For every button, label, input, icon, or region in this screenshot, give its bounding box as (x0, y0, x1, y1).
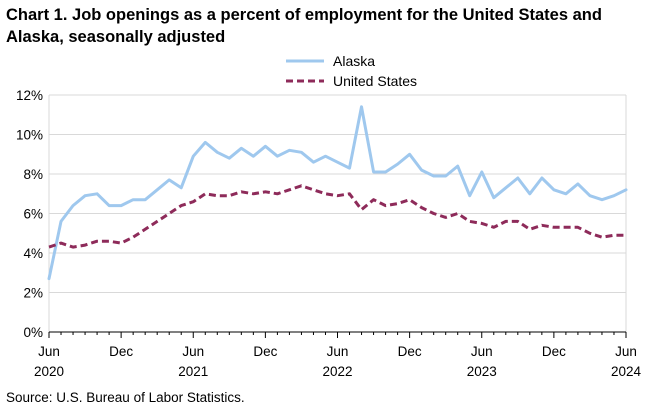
x-tick-year-label: 2021 (178, 364, 208, 379)
x-tick-label: Jun (327, 344, 349, 359)
x-tick-label: Jun (182, 344, 204, 359)
x-tick-year-label: 2022 (322, 364, 352, 379)
y-tick-label: 10% (16, 128, 43, 143)
x-tick-label: Jun (615, 344, 637, 359)
x-axis-ticks: Jun 2020 Dec Jun 2021 Dec Jun 2022 Dec Jun 2023 Dec… (34, 332, 642, 379)
x-tick-label: Dec (109, 344, 133, 359)
y-tick-label: 0% (23, 325, 43, 340)
legend-label: United States (333, 73, 417, 89)
chart-title: Chart 1. Job openings as a percent of em… (6, 6, 602, 46)
x-tick-label: Dec (542, 344, 566, 359)
x-tick-label: Jun (471, 344, 493, 359)
gridlines (49, 94, 626, 333)
x-tick-year-label: 2020 (34, 364, 64, 379)
x-tick-label: Dec (253, 344, 277, 359)
x-tick-label: Dec (398, 344, 422, 359)
y-tick-label: 4% (23, 246, 43, 261)
y-tick-label: 6% (23, 207, 43, 222)
x-tick-label: Jun (38, 344, 60, 359)
source-note: Source: U.S. Bureau of Labor Statistics. (6, 390, 245, 405)
series-lines (47, 105, 628, 281)
legend-label: Alaska (333, 53, 375, 69)
series-line-united-states (48, 184, 626, 249)
x-tick-year-label: 2023 (467, 364, 497, 379)
y-tick-label: 2% (23, 286, 43, 301)
legend: Alaska United States (286, 53, 417, 89)
series-line-alaska (47, 105, 628, 281)
x-tick-year-label: 2024 (611, 364, 642, 379)
y-axis-ticks: 0% 2% 4% 6% 8% 10% 12% (16, 88, 43, 340)
y-tick-label: 12% (16, 88, 43, 103)
y-tick-label: 8% (23, 167, 43, 182)
